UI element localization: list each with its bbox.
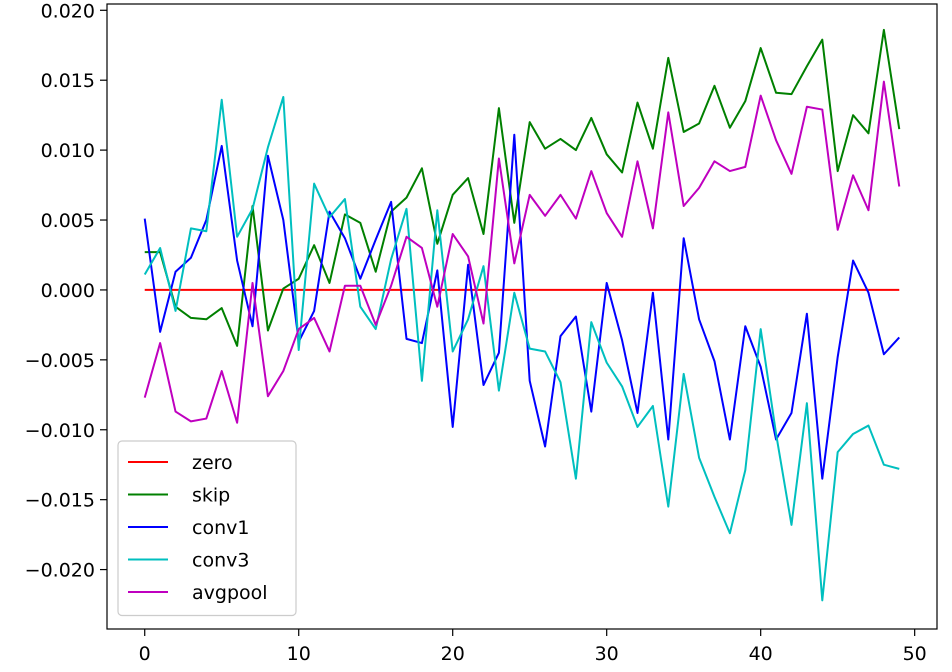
plot-frame	[106, 3, 938, 630]
y-tick-label: 0.020	[41, 0, 95, 22]
series-line-conv1	[143, 133, 901, 480]
y-tick-label: 0.010	[41, 140, 95, 162]
legend-label-avgpool: avgpool	[192, 582, 268, 604]
legend-label-conv1: conv1	[192, 517, 249, 539]
legend: zero skip conv1 conv3 avgpool	[117, 440, 297, 617]
legend-label-conv3: conv3	[192, 550, 249, 572]
y-tick-label: 0.000	[41, 280, 95, 302]
x-tick-label: 50	[903, 643, 927, 665]
x-axis: 0 10 20 30 40 50	[139, 629, 927, 665]
x-tick-label: 40	[749, 643, 773, 665]
y-tick-label: −0.020	[25, 560, 95, 582]
y-tick-label: −0.010	[25, 420, 95, 442]
plot-area: 0 10 20 30 40 50 −0.020 −0.015 −0.010 −0.005 0.00…	[25, 0, 938, 665]
y-tick-label: 0.015	[41, 70, 95, 92]
y-tick-label: −0.005	[25, 350, 95, 372]
series-line-avgpool	[143, 80, 901, 424]
x-tick-label: 20	[441, 643, 465, 665]
y-tick-label: −0.015	[25, 490, 95, 512]
x-tick-label: 0	[139, 643, 151, 665]
series-lines	[143, 28, 901, 602]
series-line-skip	[144, 28, 901, 347]
legend-label-skip: skip	[192, 485, 230, 507]
legend-label-zero: zero	[192, 452, 233, 474]
y-axis: −0.020 −0.015 −0.010 −0.005 0.000 0.005 0.010 0…	[25, 0, 107, 582]
series-line-conv3	[143, 95, 900, 602]
x-tick-label: 10	[287, 643, 311, 665]
legend-box	[117, 440, 297, 617]
x-tick-label: 30	[595, 643, 619, 665]
y-tick-label: 0.005	[41, 210, 95, 232]
